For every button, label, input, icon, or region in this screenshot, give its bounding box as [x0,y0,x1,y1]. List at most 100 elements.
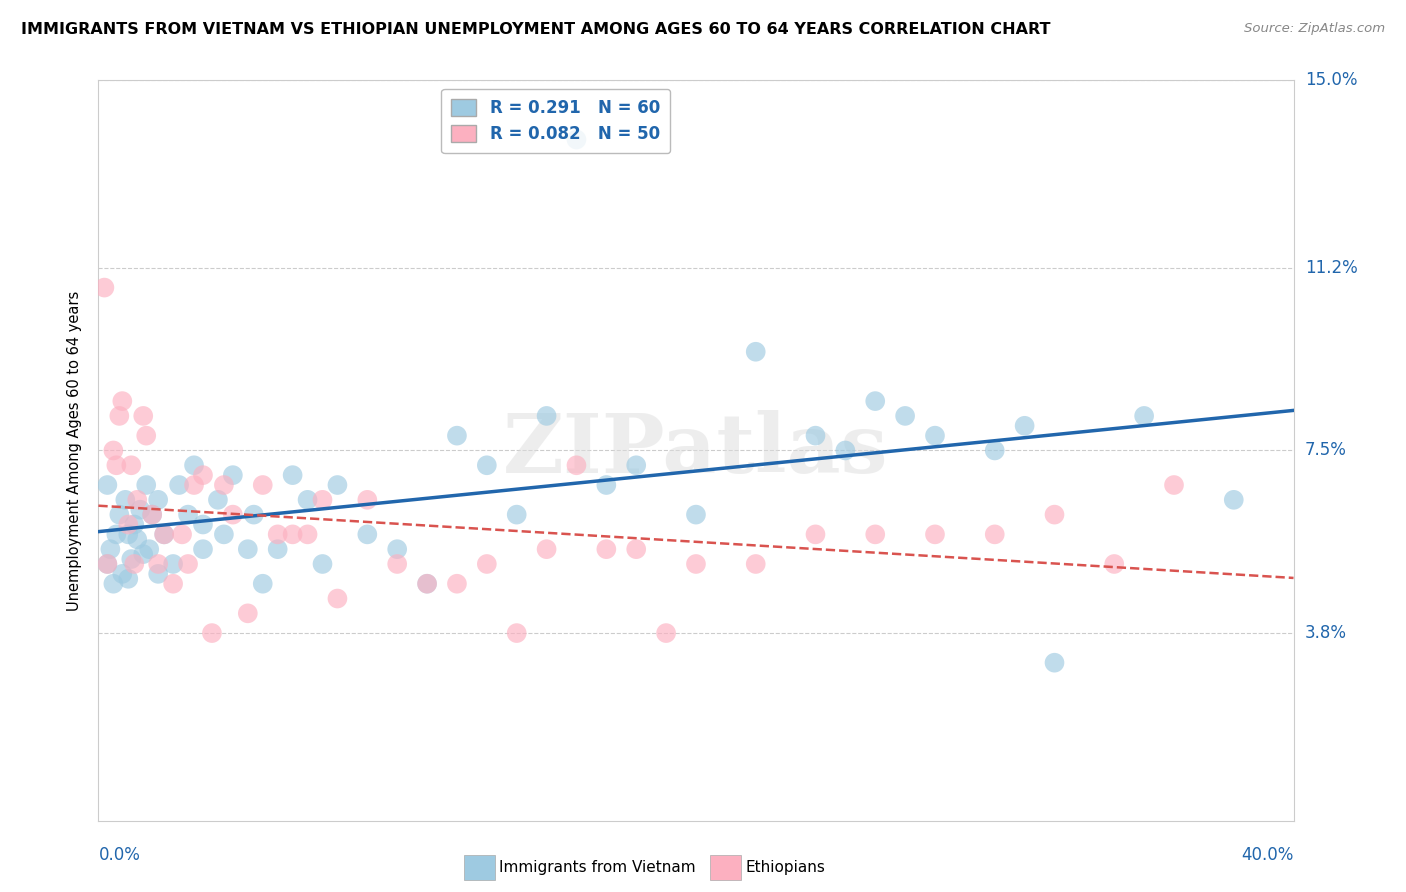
Text: ZIPatlas: ZIPatlas [503,410,889,491]
Point [804,428,827,442]
Point [191,468,214,483]
Point [132,409,155,423]
Point [385,542,409,557]
Point [326,478,349,492]
Point [894,409,917,423]
Point [153,527,176,541]
Legend: R = 0.291   N = 60, R = 0.082   N = 50: R = 0.291 N = 60, R = 0.082 N = 50 [441,88,671,153]
Point [117,517,139,532]
Point [1043,508,1066,522]
Point [685,557,707,571]
Point [475,557,498,571]
Point [103,443,125,458]
Point [212,527,235,541]
Point [924,428,946,442]
Point [356,527,378,541]
Point [114,492,136,507]
Point [138,542,160,557]
Point [177,508,200,522]
Point [148,566,170,581]
Point [93,280,115,294]
Point [595,478,617,492]
Point [191,517,214,532]
Y-axis label: Unemployment Among Ages 60 to 64 years: Unemployment Among Ages 60 to 64 years [66,290,82,611]
Point [924,527,946,541]
Point [416,576,439,591]
Point [281,527,304,541]
Point [183,478,205,492]
Point [127,492,149,507]
Point [105,458,128,473]
Point [252,478,274,492]
Point [311,557,333,571]
Point [475,458,498,473]
Text: Source: ZipAtlas.com: Source: ZipAtlas.com [1244,22,1385,36]
Point [865,394,887,409]
Point [804,527,827,541]
Point [212,478,235,492]
Point [162,576,184,591]
Point [191,542,214,557]
Point [108,409,131,423]
Point [243,508,266,522]
Point [984,443,1007,458]
Point [267,527,290,541]
Point [356,492,378,507]
Point [117,572,139,586]
Point [129,502,152,516]
Point [281,468,304,483]
Text: 3.8%: 3.8% [1305,624,1347,642]
Point [595,542,617,557]
Point [865,527,887,541]
Point [183,458,205,473]
Point [506,508,529,522]
Point [297,492,319,507]
Point [153,527,176,541]
Point [1163,478,1185,492]
Text: 11.2%: 11.2% [1305,259,1357,277]
Point [446,576,468,591]
Point [127,533,149,547]
Point [124,557,146,571]
Point [120,552,142,566]
Point [117,527,139,541]
Point [297,527,319,541]
Point [111,566,134,581]
Point [96,478,118,492]
Point [565,458,588,473]
Point [141,508,163,522]
Point [207,492,229,507]
Point [96,557,118,571]
Point [626,458,648,473]
Point [984,527,1007,541]
Text: 15.0%: 15.0% [1305,71,1357,89]
Point [201,626,224,640]
Point [105,527,128,541]
Point [267,542,290,557]
Point [416,576,439,591]
Point [745,344,768,359]
Point [132,547,155,561]
Point [311,492,333,507]
Point [111,394,134,409]
Point [124,517,146,532]
Point [1043,656,1066,670]
Point [120,458,142,473]
Point [446,428,468,442]
Text: 0.0%: 0.0% [98,846,141,863]
Text: 40.0%: 40.0% [1241,846,1294,863]
Point [834,443,856,458]
Point [162,557,184,571]
Point [1223,492,1246,507]
Point [1014,418,1036,433]
Point [1104,557,1126,571]
Text: 7.5%: 7.5% [1305,442,1347,459]
Point [148,557,170,571]
Point [506,626,529,640]
Point [98,542,122,557]
Point [326,591,349,606]
Point [103,576,125,591]
Point [108,508,131,522]
Point [141,508,163,522]
Point [135,478,157,492]
